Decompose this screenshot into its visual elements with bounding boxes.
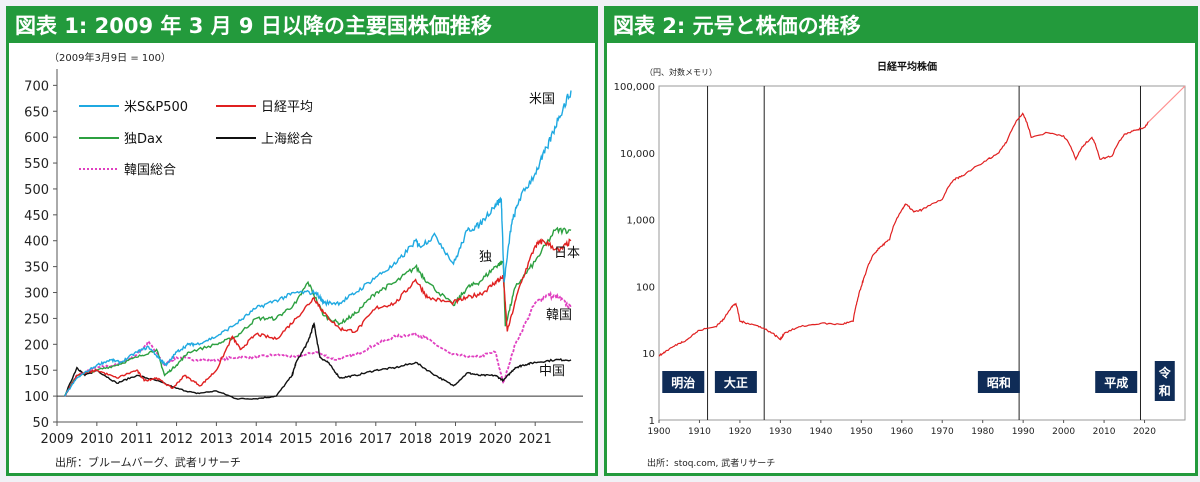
- legend-item-中国: 上海総合: [261, 132, 313, 147]
- era-label: 大正: [724, 375, 748, 390]
- x-tick-label: 2010: [1093, 427, 1116, 437]
- y-tick-label: 100,000: [614, 82, 655, 93]
- y-tick-label: 300: [24, 287, 49, 302]
- y-axis-label: （円、対数メモリ）: [645, 67, 717, 77]
- x-tick-label: 2020: [1133, 427, 1156, 437]
- chart-1: （2009年3月9日 = 100） 50 100 150 200 250 300 350 400…: [24, 51, 583, 469]
- y-tick-label: 650: [24, 105, 49, 120]
- y-tick-label: 10,000: [620, 149, 655, 160]
- series-label-日本: 日本: [554, 246, 580, 261]
- y-tick-label: 50: [32, 416, 49, 431]
- series-label-独: 独: [479, 250, 492, 265]
- y-tick-label: 200: [24, 338, 49, 353]
- era-label-reiwa-2: 和: [1158, 383, 1171, 398]
- x-tick-label: 1970: [931, 427, 954, 437]
- x-tick-label: 1900: [648, 427, 671, 437]
- y-tick-label: 700: [24, 79, 49, 94]
- x-tick-label: 2017: [359, 432, 392, 447]
- era-badge: [1095, 371, 1138, 393]
- y-tick-label: 1: [649, 416, 655, 427]
- x-tick-label: 2014: [240, 432, 273, 447]
- y-tick-label: 550: [24, 157, 49, 172]
- chart-2: 日経平均株価 （円、対数メモリ） 1 10 100 1,000 10,000 100,000 1…: [614, 60, 1186, 469]
- era-badge-reiwa: [1154, 361, 1175, 401]
- series-label-中国: 中国: [539, 364, 565, 379]
- y-tick-label: 500: [24, 183, 49, 198]
- y-tick-label: 450: [24, 209, 49, 224]
- x-tick-label: 2009: [40, 432, 73, 447]
- x-tick-label: 2010: [80, 432, 113, 447]
- series-line-米国: [64, 90, 572, 397]
- era-label: 昭和: [987, 375, 1011, 390]
- x-tick-label: 2020: [479, 432, 512, 447]
- series-label-韓国: 韓国: [546, 308, 572, 323]
- plot-frame: [658, 85, 1186, 421]
- chart-panel-2: 図表 2: 元号と株価の推移 日経平均株価 （円、対数メモリ） 1 10 100 1,00…: [604, 6, 1198, 476]
- era-label: 明治: [671, 375, 695, 390]
- x-tick-label: 2019: [439, 432, 472, 447]
- legend-item-韓国: 韓国総合: [124, 163, 176, 178]
- series-line-中国: [63, 322, 572, 400]
- y-tick-label: 350: [24, 261, 49, 276]
- x-tick-label: 1920: [728, 427, 751, 437]
- chart-1-note: （2009年3月9日 = 100）: [49, 51, 171, 64]
- y-tick-label: 250: [24, 312, 49, 327]
- x-tick-label: 1930: [769, 427, 792, 437]
- era-badge: [662, 371, 705, 393]
- y-tick-label: 10: [642, 349, 655, 360]
- y-tick-label: 100: [636, 282, 655, 293]
- panel-2-title: 図表 2: 元号と株価の推移: [607, 9, 1195, 43]
- x-tick-label: 2012: [160, 432, 193, 447]
- x-tick-label: 1940: [809, 427, 832, 437]
- y-tick-label: 400: [24, 235, 49, 250]
- y-tick-label: 1,000: [626, 216, 655, 227]
- x-tick-label: 2016: [319, 432, 352, 447]
- y-tick-label: 600: [24, 131, 49, 146]
- series-line-独: [63, 226, 572, 397]
- series-line-日本: [64, 238, 572, 397]
- x-tick-label: 1950: [850, 427, 873, 437]
- chart-1-source: 出所：ブルームバーグ、武者リサーチ: [55, 455, 241, 469]
- legend-item-日本: 日経平均: [261, 100, 313, 115]
- legend-item-米国: 米S&P500: [124, 100, 188, 115]
- era-label-reiwa-1: 令: [1158, 365, 1172, 380]
- chart-panel-1: 図表 1: 2009 年 3 月 9 日以降の主要国株価推移 （2009年3月9…: [6, 6, 598, 476]
- chart-2-source: 出所：stoq.com, 武者リサーチ: [647, 457, 775, 469]
- x-tick-label: 2011: [120, 432, 153, 447]
- chart-2-title: 日経平均株価: [877, 60, 937, 73]
- trend-line: [1148, 85, 1186, 123]
- x-tick-label: 2000: [1052, 427, 1075, 437]
- era-badge: [977, 371, 1020, 393]
- x-tick-label: 2018: [399, 432, 432, 447]
- y-tick-label: 100: [24, 390, 49, 405]
- x-tick-label: 1960: [890, 427, 913, 437]
- y-tick-label: 150: [24, 364, 49, 379]
- x-tick-label: 2013: [200, 432, 233, 447]
- x-tick-label: 1980: [971, 427, 994, 437]
- nikkei-line: [658, 112, 1149, 357]
- panel-1-title: 図表 1: 2009 年 3 月 9 日以降の主要国株価推移: [9, 9, 595, 43]
- x-tick-label: 2021: [519, 432, 552, 447]
- era-label: 平成: [1104, 375, 1128, 390]
- x-tick-label: 1910: [688, 427, 711, 437]
- x-tick-label: 2015: [280, 432, 313, 447]
- x-tick-label: 1990: [1012, 427, 1035, 437]
- legend-item-独: 独Dax: [124, 132, 163, 147]
- era-badge: [714, 371, 757, 393]
- series-label-米国: 米国: [529, 92, 555, 107]
